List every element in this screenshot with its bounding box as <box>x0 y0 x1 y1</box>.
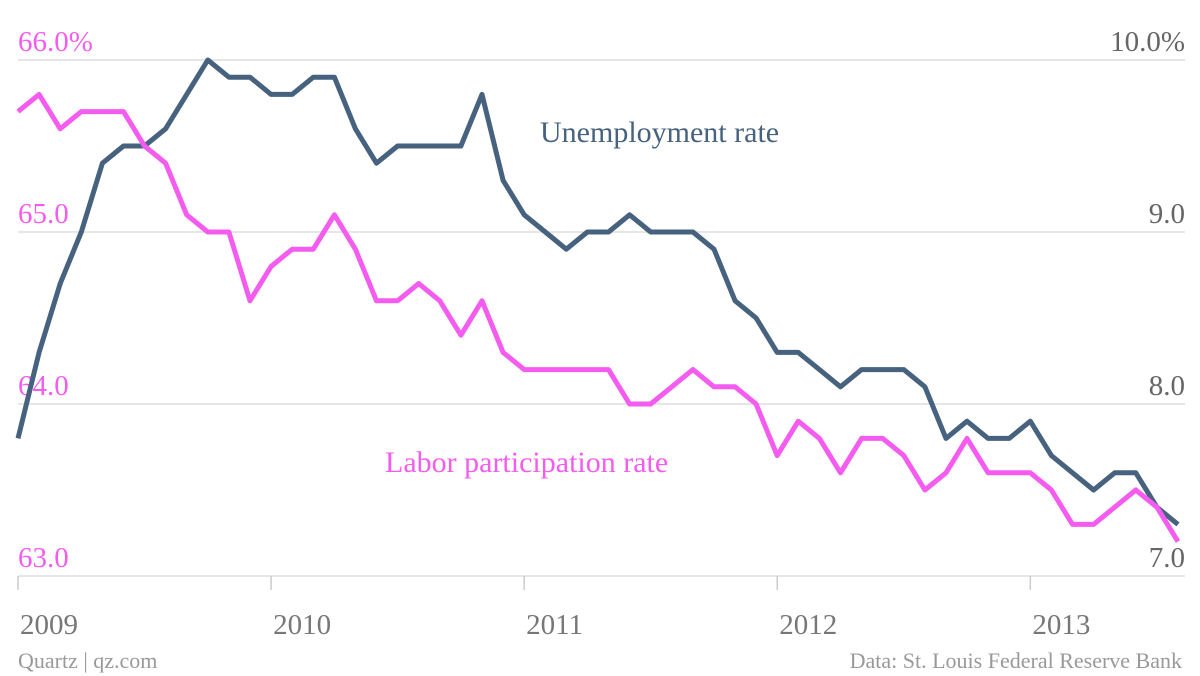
y2-tick-label: 7.0 <box>1149 542 1185 574</box>
y-tick-label: 65.0 <box>18 198 69 230</box>
x-tick-label: 2011 <box>526 609 583 641</box>
x-tick-label: 2010 <box>273 609 331 641</box>
series-label: Unemployment rate <box>540 116 779 149</box>
series-line <box>15 57 1180 527</box>
x-tick-label: 2013 <box>1032 609 1090 641</box>
series-label: Labor participation rate <box>385 446 668 479</box>
series-line <box>16 91 1181 543</box>
source-left: Quartz | qz.com <box>18 648 157 673</box>
y2-tick-label: 9.0 <box>1149 198 1185 230</box>
y-tick-label: 63.0 <box>18 542 69 574</box>
x-tick-label: 2009 <box>20 609 78 641</box>
x-tick-label: 2012 <box>779 609 837 641</box>
source-right: Data: St. Louis Federal Reserve Bank <box>850 648 1182 673</box>
y2-tick-label: 8.0 <box>1149 370 1185 402</box>
y-tick-label: 66.0% <box>18 26 93 58</box>
y2-tick-label: 10.0% <box>1110 26 1185 58</box>
